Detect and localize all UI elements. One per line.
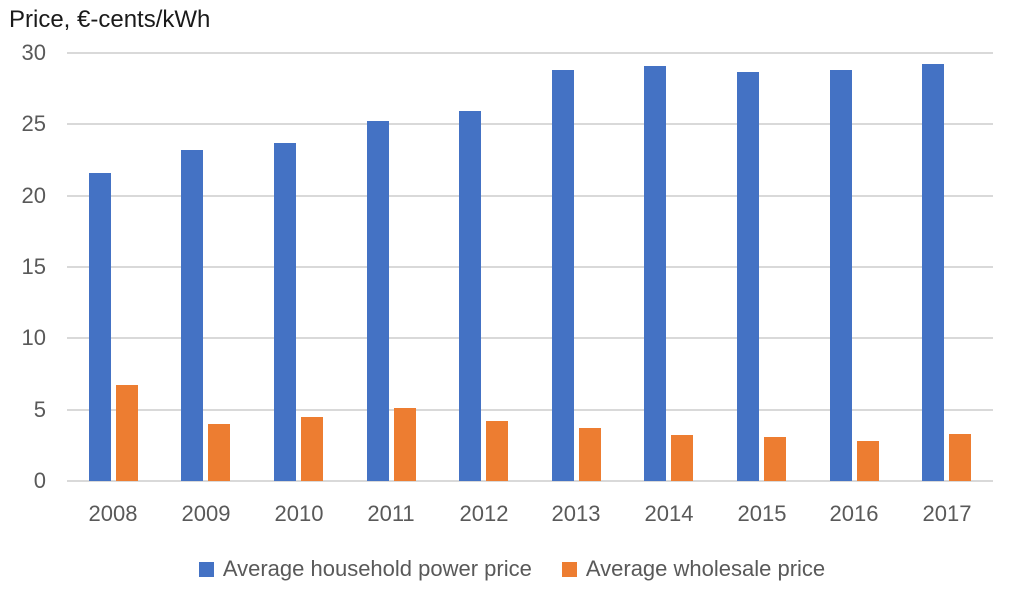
bar-wholesale-2016: [857, 441, 879, 481]
gridline-y25: [67, 123, 993, 126]
x-axis-tick-label-2011: 2011: [367, 501, 415, 526]
y-axis-tick-label: 15: [21, 254, 46, 279]
bar-household-2011: [367, 121, 389, 481]
x-axis-tick-label-2016: 2016: [829, 501, 879, 526]
y-axis-tick-label: 10: [21, 325, 46, 351]
wholesale-series-swatch-icon: [561, 561, 577, 577]
bar-wholesale-2017: [949, 434, 971, 481]
legend-label-wholesale: Average wholesale price: [585, 556, 826, 581]
gridline-y20: [67, 194, 993, 197]
bar-wholesale-2015: [764, 437, 786, 481]
bar-household-2010: [274, 143, 296, 481]
legend: Average household power price Average wh…: [0, 553, 1024, 585]
bar-household-2009: [181, 150, 203, 481]
gridline-y5: [67, 408, 993, 411]
y-axis-tick-label: 5: [33, 396, 46, 422]
y-axis-tick-label: 0: [33, 468, 46, 493]
bar-household-2008: [89, 173, 111, 481]
gridline-y0: [67, 480, 993, 482]
bar-wholesale-2012: [486, 421, 508, 481]
gridline-y15: [67, 266, 993, 268]
bar-wholesale-2010: [301, 417, 323, 481]
bar-wholesale-2011: [394, 408, 416, 481]
y-axis-tick-label: 25: [21, 111, 46, 137]
y-axis-tick-label: 30: [21, 40, 46, 65]
y-axis-tick-label: 20: [21, 182, 46, 208]
gridline-y10: [67, 337, 993, 340]
legend-item-wholesale: Average wholesale price: [561, 556, 826, 582]
chart-title: Price, €-cents/kWh: [9, 6, 211, 33]
x-axis-tick-label-2014: 2014: [644, 501, 694, 526]
legend-item-household: Average household power price: [198, 556, 532, 582]
gridline-y30: [67, 52, 993, 54]
x-axis-tick-label-2008: 2008: [88, 501, 138, 526]
x-axis-tick-label-2009: 2009: [181, 501, 231, 526]
bar-household-2013: [552, 70, 574, 481]
bar-wholesale-2013: [579, 428, 601, 481]
bar-wholesale-2014: [671, 435, 693, 481]
x-axis-tick-label-2017: 2017: [922, 501, 972, 526]
bar-household-2015: [737, 72, 759, 481]
x-axis-tick-label-2010: 2010: [274, 501, 324, 526]
legend-label-household: Average household power price: [222, 556, 532, 581]
bar-household-2016: [830, 70, 852, 481]
household-series-swatch-icon: [198, 561, 214, 577]
bar-household-2017: [922, 64, 944, 481]
bar-household-2012: [459, 111, 481, 481]
x-axis-tick-label-2013: 2013: [551, 501, 601, 526]
bar-household-2014: [644, 66, 666, 481]
x-axis-tick-label-2012: 2012: [459, 501, 509, 526]
bar-wholesale-2009: [208, 424, 230, 481]
x-axis-tick-label-2015: 2015: [737, 501, 787, 526]
bar-wholesale-2008: [116, 385, 138, 481]
